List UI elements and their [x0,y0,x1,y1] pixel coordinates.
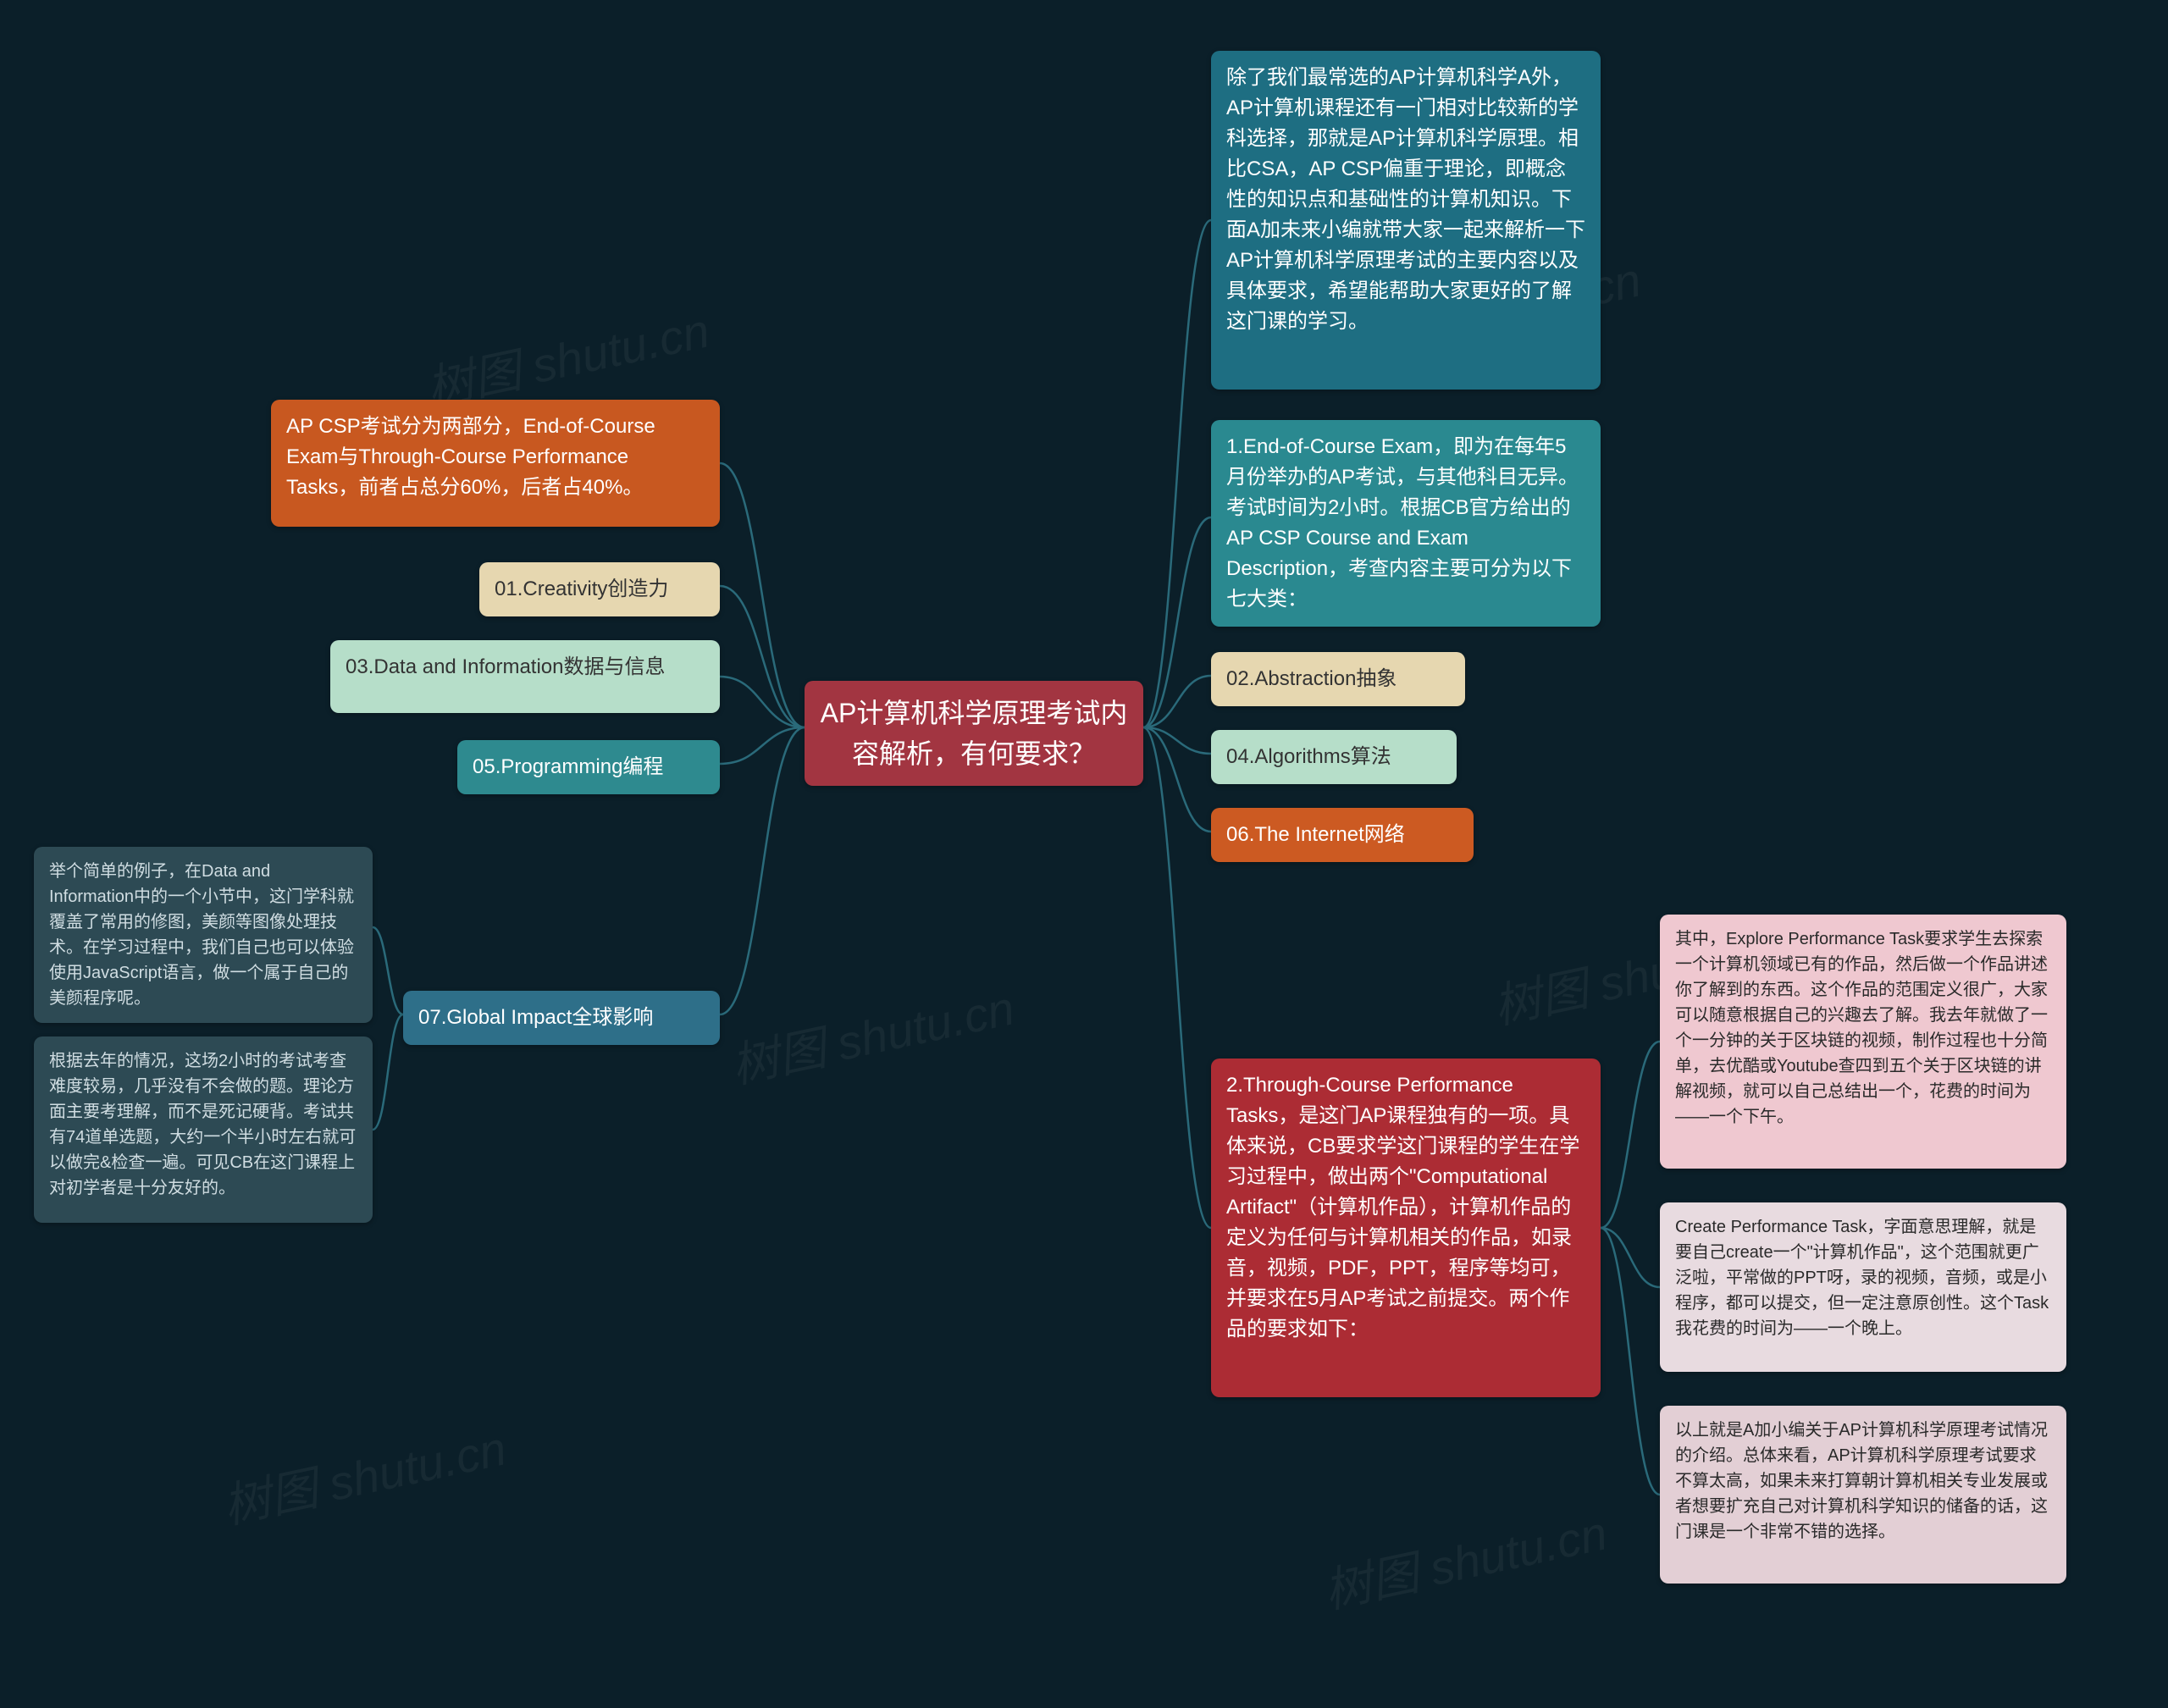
node-l5-label: 07.Global Impact全球影响 [418,1006,653,1029]
node-r6c-label: 以上就是A加小编关于AP计算机科学原理考试情况的介绍。总体来看，AP计算机科学原… [1675,1421,2048,1541]
node-r6a-label: 其中，Explore Performance Task要求学生去探索一个计算机领… [1675,930,2048,1126]
node-r6[interactable]: 2.Through-Course Performance Tasks，是这门AP… [1211,1059,1601,1397]
node-r3[interactable]: 02.Abstraction抽象 [1211,652,1465,706]
node-r6c[interactable]: 以上就是A加小编关于AP计算机科学原理考试情况的介绍。总体来看，AP计算机科学原… [1660,1406,2066,1584]
node-r5[interactable]: 06.The Internet网络 [1211,808,1474,862]
node-r2[interactable]: 1.End-of-Course Exam，即为在每年5月份举办的AP考试，与其他… [1211,420,1601,627]
node-l3-label: 03.Data and Information数据与信息 [346,655,666,678]
node-root[interactable]: AP计算机科学原理考试内容解析，有何要求？ [805,681,1143,786]
node-l4-label: 05.Programming编程 [473,755,663,778]
node-l2[interactable]: 01.Creativity创造力 [479,562,720,616]
watermark: 树图 shutu.cn [724,970,1020,1097]
node-r1[interactable]: 除了我们最常选的AP计算机科学A外，AP计算机课程还有一门相对比较新的学科选择，… [1211,51,1601,390]
node-l3[interactable]: 03.Data and Information数据与信息 [330,640,720,713]
watermark: 树图 shutu.cn [216,1411,512,1538]
node-r2-label: 1.End-of-Course Exam，即为在每年5月份举办的AP考试，与其他… [1226,435,1579,611]
node-l5b[interactable]: 根据去年的情况，这场2小时的考试考查难度较易，几乎没有不会做的题。理论方面主要考… [34,1036,373,1223]
node-l4[interactable]: 05.Programming编程 [457,740,720,794]
node-l5a-label: 举个简单的例子，在Data and Information中的一个小节中，这门学… [49,862,354,1008]
node-r5-label: 06.The Internet网络 [1226,823,1405,846]
node-r1-label: 除了我们最常选的AP计算机科学A外，AP计算机课程还有一门相对比较新的学科选择，… [1226,66,1585,333]
node-r6-label: 2.Through-Course Performance Tasks，是这门AP… [1226,1074,1579,1340]
node-l2-label: 01.Creativity创造力 [495,578,668,600]
mindmap-canvas: 树图 shutu.cn树图 shutu.cn树图 shutu.cn树图 shut… [0,0,2168,1708]
node-l1[interactable]: AP CSP考试分为两部分，End-of-Course Exam与Through… [271,400,720,527]
watermark: 树图 shutu.cn [1317,1495,1612,1622]
node-r6b-label: Create Performance Task，字面意思理解，就是要自己crea… [1675,1218,2049,1338]
node-r6a[interactable]: 其中，Explore Performance Task要求学生去探索一个计算机领… [1660,915,2066,1169]
node-l5[interactable]: 07.Global Impact全球影响 [403,991,720,1045]
node-l5a[interactable]: 举个简单的例子，在Data and Information中的一个小节中，这门学… [34,847,373,1023]
node-r3-label: 02.Abstraction抽象 [1226,667,1396,690]
node-r6b[interactable]: Create Performance Task，字面意思理解，就是要自己crea… [1660,1202,2066,1372]
node-l1-label: AP CSP考试分为两部分，End-of-Course Exam与Through… [286,415,655,499]
node-r4[interactable]: 04.Algorithms算法 [1211,730,1457,784]
node-l5b-label: 根据去年的情况，这场2小时的考试考查难度较易，几乎没有不会做的题。理论方面主要考… [49,1052,356,1197]
node-root-label: AP计算机科学原理考试内容解析，有何要求？ [821,698,1128,769]
node-r4-label: 04.Algorithms算法 [1226,745,1391,768]
